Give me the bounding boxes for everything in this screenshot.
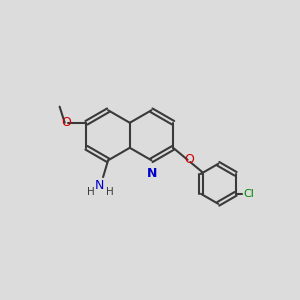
Text: N: N — [95, 179, 104, 192]
Text: O: O — [61, 116, 71, 129]
Text: N: N — [147, 167, 157, 180]
Text: H: H — [87, 187, 94, 196]
Text: O: O — [185, 153, 195, 166]
Text: Cl: Cl — [244, 189, 254, 199]
Text: H: H — [106, 187, 113, 196]
